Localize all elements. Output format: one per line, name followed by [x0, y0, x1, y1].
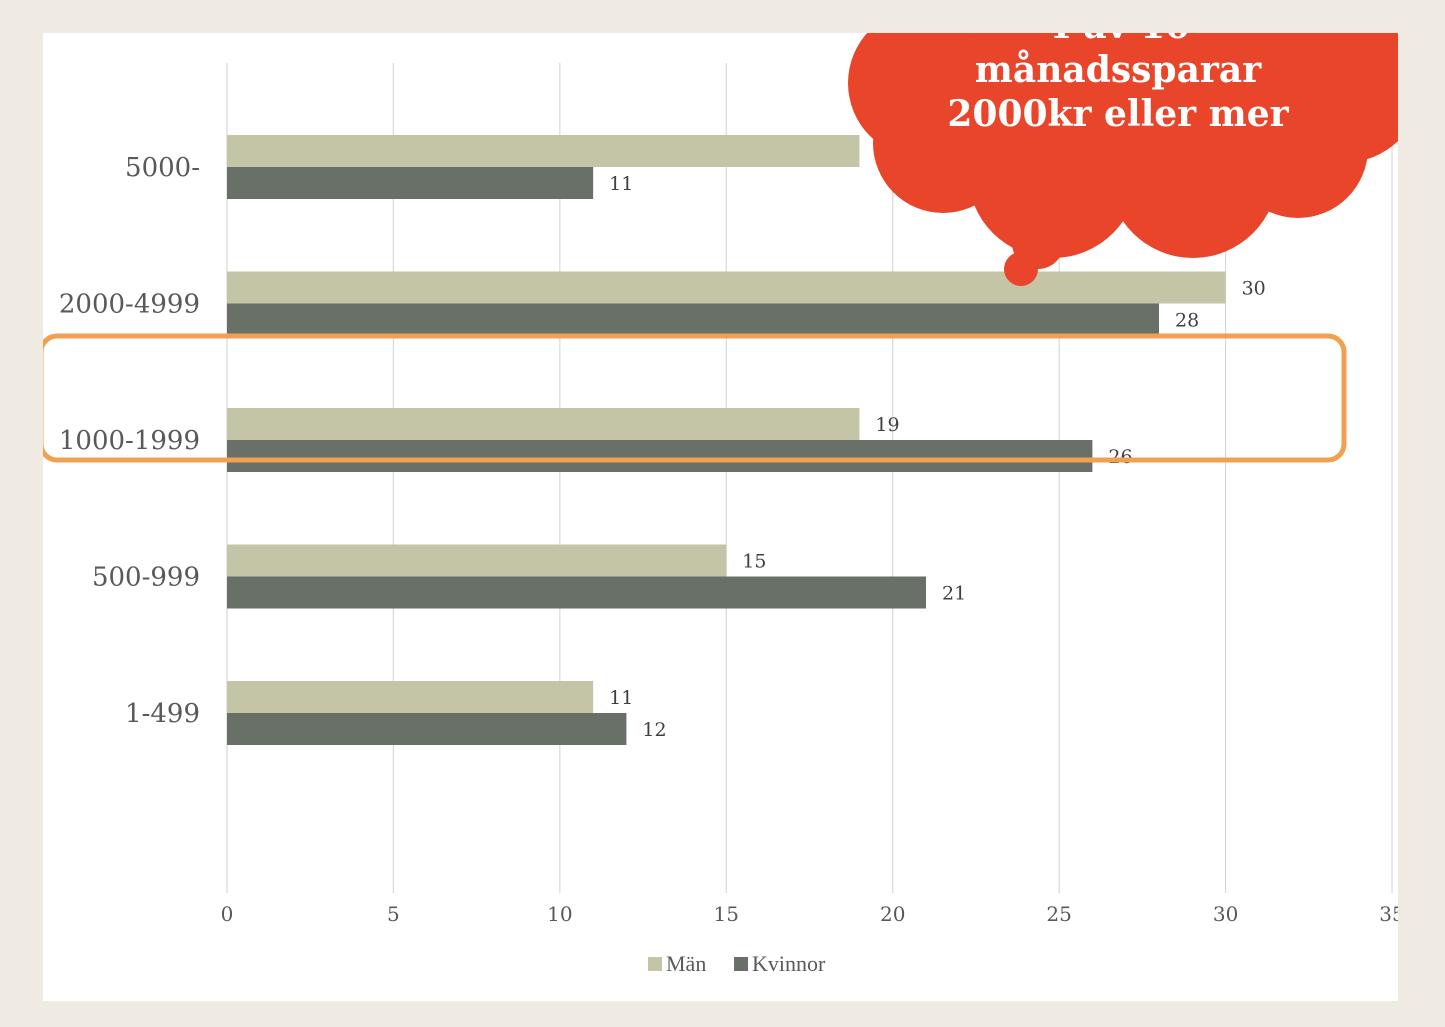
data-label: 15: [742, 551, 766, 573]
data-label: 26: [1108, 446, 1132, 468]
legend: Män Kvinnor: [648, 951, 826, 976]
bar-man: [227, 544, 727, 577]
x-tick-label: 5: [387, 902, 400, 926]
legend-label-kvinnor: Kvinnor: [752, 951, 826, 976]
data-label: 30: [1242, 278, 1266, 300]
data-label: 19: [875, 414, 899, 436]
bars: [227, 135, 1226, 745]
bar-kvinnor: [227, 303, 1159, 336]
legend-label-man: Män: [666, 951, 706, 976]
bar-man: [227, 408, 860, 440]
chart-frame: 0 5 10 15 20 25 30 35 1-499 11 12 500-999 15 21 1000-1…: [43, 33, 1398, 1001]
bar-man: [227, 681, 594, 713]
data-label: 11: [609, 687, 633, 709]
highlight-box: [43, 333, 1347, 463]
bar-man: [227, 271, 1226, 304]
x-tick-label: 0: [221, 902, 234, 926]
x-tick-label: 20: [880, 902, 905, 926]
x-tick-label: 10: [547, 902, 572, 926]
x-tick-label: 15: [714, 902, 739, 926]
callout-line-1: 4 av 10: [1046, 33, 1190, 47]
callout-line-3: 2000kr eller mer: [947, 93, 1289, 135]
data-label: 11: [609, 173, 633, 195]
x-tick-label: 35: [1379, 902, 1398, 926]
category-label: 2000-4999: [59, 290, 200, 320]
category-label: 1-499: [125, 699, 200, 729]
bar-chart: 0 5 10 15 20 25 30 35 1-499 11 12 500-999 15 21 1000-1…: [43, 33, 1398, 976]
cloud-shape: [848, 33, 1398, 286]
bar-kvinnor: [227, 713, 627, 745]
legend-swatch-kvinnor: [734, 957, 748, 971]
category-label: 500-999: [92, 563, 200, 593]
category-label: 5000-: [125, 153, 200, 183]
bar-kvinnor: [227, 576, 926, 609]
data-label: 12: [642, 719, 666, 741]
x-tick-label: 30: [1213, 902, 1238, 926]
bar-man: [227, 135, 860, 167]
category-label: 1000-1999: [59, 426, 200, 456]
data-label: 21: [942, 583, 966, 605]
legend-swatch-man: [648, 957, 662, 971]
callout-cloud: 4 av 10 månadssparar 2000kr eller mer: [848, 33, 1398, 286]
data-label: 28: [1175, 310, 1199, 332]
bar-kvinnor: [227, 167, 594, 199]
callout-line-2: månadssparar: [975, 49, 1262, 91]
labels: 0 5 10 15 20 25 30 35 1-499 11 12 500-999 15 21 1000-1…: [59, 141, 1398, 926]
x-tick-label: 25: [1046, 902, 1071, 926]
bar-kvinnor: [227, 440, 1093, 472]
